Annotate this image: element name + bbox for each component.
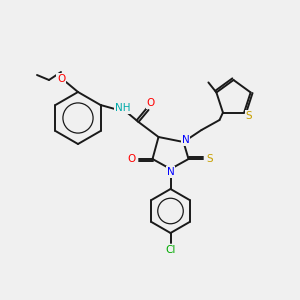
Text: N: N bbox=[182, 135, 189, 145]
Text: S: S bbox=[246, 111, 252, 121]
Text: O: O bbox=[57, 74, 65, 84]
Text: S: S bbox=[206, 154, 213, 164]
Text: O: O bbox=[146, 98, 154, 108]
Text: O: O bbox=[128, 154, 136, 164]
Text: Cl: Cl bbox=[165, 245, 176, 255]
Text: N: N bbox=[167, 167, 174, 177]
Text: NH: NH bbox=[115, 103, 130, 113]
